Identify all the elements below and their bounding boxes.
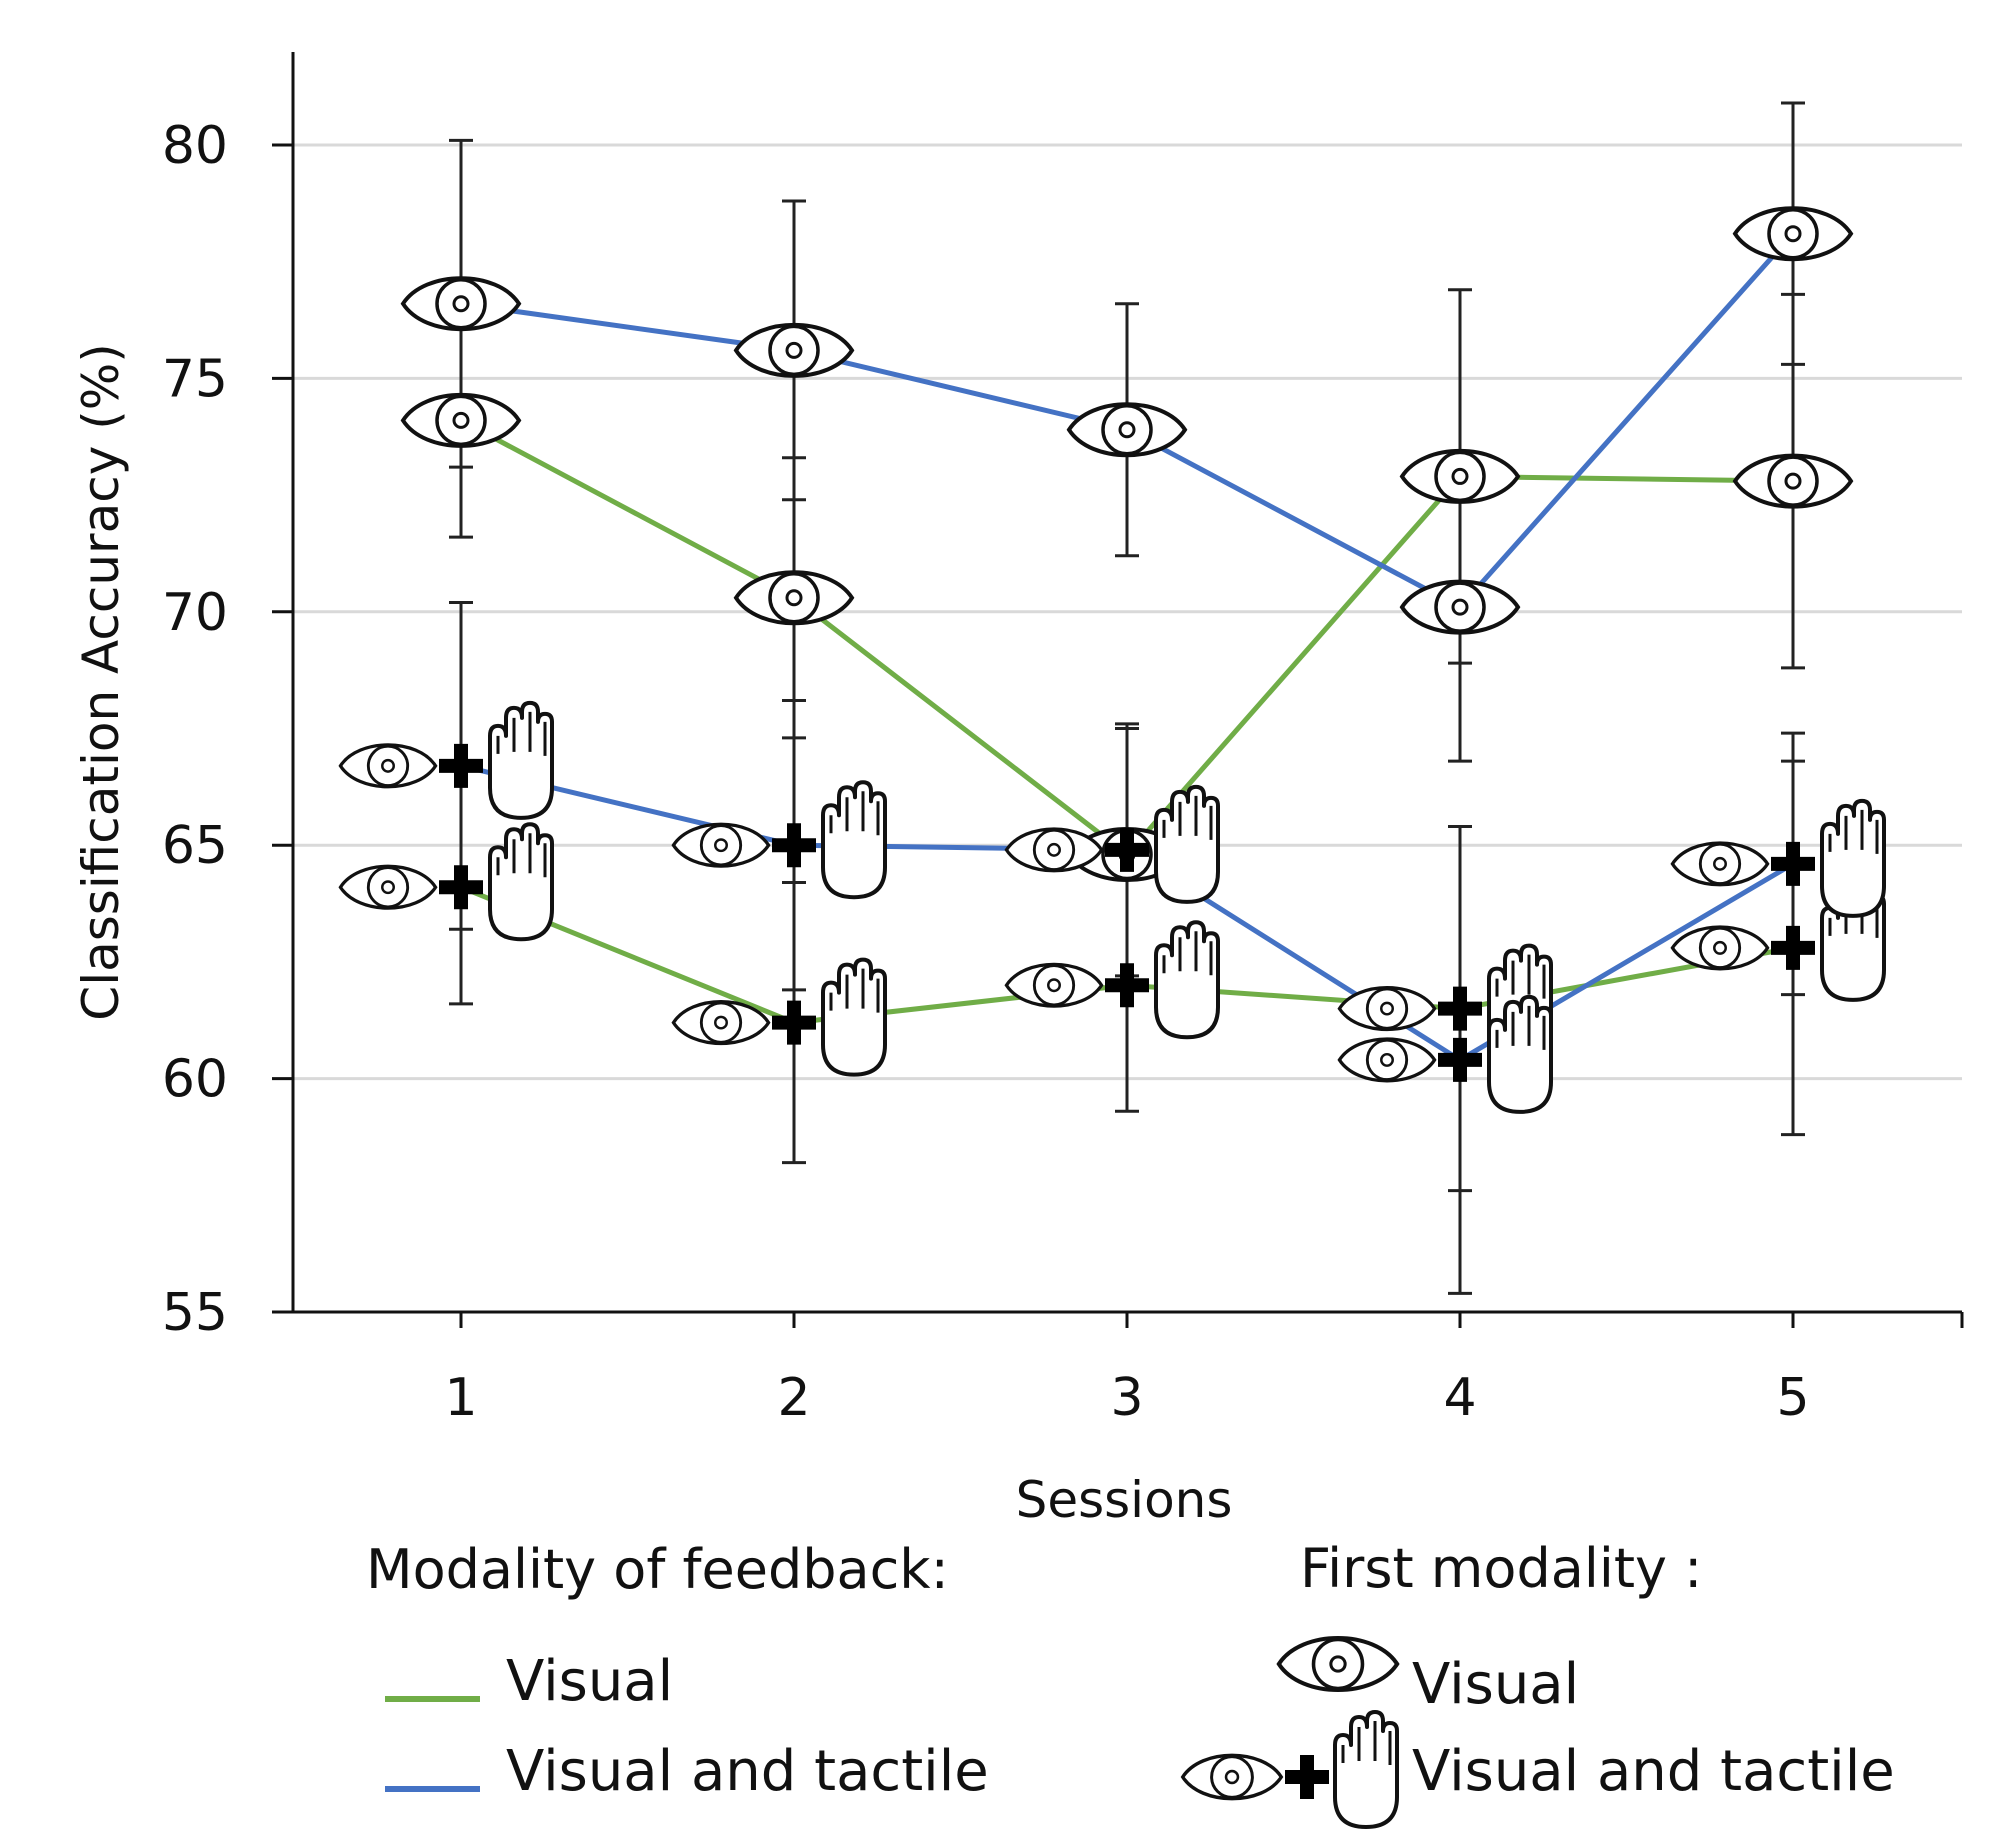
legend: Modality of feedback: Visual Visual and …	[366, 1537, 1895, 1829]
plus-marker-3-1	[772, 823, 816, 868]
y-tick-label-65: 65	[162, 816, 228, 876]
legend-feedback-heading: Modality of feedback:	[366, 1538, 949, 1601]
y-tick-label-55: 55	[162, 1283, 228, 1343]
legend-modality-visual-label: Visual	[1412, 1652, 1579, 1717]
y-tick-label-60: 60	[162, 1050, 228, 1110]
eye-marker-0-0	[401, 392, 521, 448]
plus-marker-2-4	[1771, 925, 1815, 970]
eye-marker-1-3	[1400, 579, 1520, 635]
eye-marker-0-4	[1733, 453, 1853, 509]
eye-marker-1-1	[734, 322, 854, 378]
eye-marker-3-0	[338, 743, 438, 789]
error-bars	[449, 101, 1805, 1295]
plus-marker-3-4	[1771, 841, 1815, 886]
hand-marker-2-1	[821, 957, 887, 1077]
x-axis-title: Sessions	[1016, 1471, 1233, 1529]
x-tick-label-5: 5	[1776, 1368, 1809, 1428]
plus-marker-2-3	[1438, 986, 1482, 1031]
eye-marker-3-4	[1670, 841, 1770, 887]
plus-marker-2-2	[1105, 963, 1149, 1008]
legend-modality-visual-tactile-label: Visual and tactile	[1412, 1739, 1895, 1804]
eye-marker-3-2	[1004, 827, 1104, 873]
eye-marker-3-3	[1337, 1037, 1437, 1083]
hand-marker-2-0	[488, 822, 554, 942]
eye-marker-1-4	[1733, 206, 1853, 262]
legend-plus-icon	[1285, 1755, 1329, 1799]
plus-marker-2-0	[439, 865, 483, 910]
legend-eye-small-icon	[1180, 1753, 1284, 1801]
hand-marker-3-2	[1154, 784, 1220, 904]
axes	[272, 52, 1962, 1314]
eye-marker-2-0	[338, 864, 438, 910]
legend-modality-heading: First modality :	[1300, 1537, 1702, 1600]
x-tick-label-1: 1	[444, 1368, 477, 1428]
legend-hand-icon	[1333, 1710, 1399, 1829]
plus-marker-3-3	[1438, 1037, 1482, 1082]
legend-eye-icon	[1279, 1638, 1397, 1690]
legend-feedback-visual-label: Visual	[506, 1649, 673, 1714]
eye-marker-2-1	[671, 1000, 771, 1046]
gridlines	[293, 143, 1962, 1081]
hand-marker-2-2	[1154, 920, 1220, 1040]
hand-marker-3-4	[1820, 798, 1886, 918]
hand-marker-3-1	[821, 780, 887, 900]
x-tick-label-4: 4	[1443, 1368, 1476, 1428]
y-tick-label-80: 80	[162, 116, 228, 176]
y-tick-label-70: 70	[162, 583, 228, 643]
x-tick-label-2: 2	[777, 1368, 810, 1428]
y-axis-title: Classification Accuracy (%)	[72, 343, 130, 1020]
y-tick-label-75: 75	[162, 349, 228, 409]
eye-marker-0-3	[1400, 448, 1520, 504]
eye-marker-2-3	[1337, 986, 1437, 1032]
eye-marker-0-1	[734, 570, 854, 626]
plus-marker-3-0	[439, 743, 483, 788]
eye-marker-2-2	[1004, 962, 1104, 1008]
ticks: 55 60 65 70 75 80 1 2 3 4 5	[162, 116, 1964, 1428]
legend-feedback-visual-tactile-label: Visual and tactile	[506, 1739, 989, 1804]
markers	[338, 206, 1886, 1114]
x-tick-label-3: 3	[1110, 1368, 1143, 1428]
eye-marker-3-1	[671, 822, 771, 868]
eye-marker-2-4	[1670, 925, 1770, 971]
plus-marker-2-1	[772, 1000, 816, 1045]
eye-marker-1-2	[1067, 402, 1187, 458]
eye-marker-1-0	[401, 276, 521, 332]
hand-marker-3-0	[488, 700, 554, 820]
